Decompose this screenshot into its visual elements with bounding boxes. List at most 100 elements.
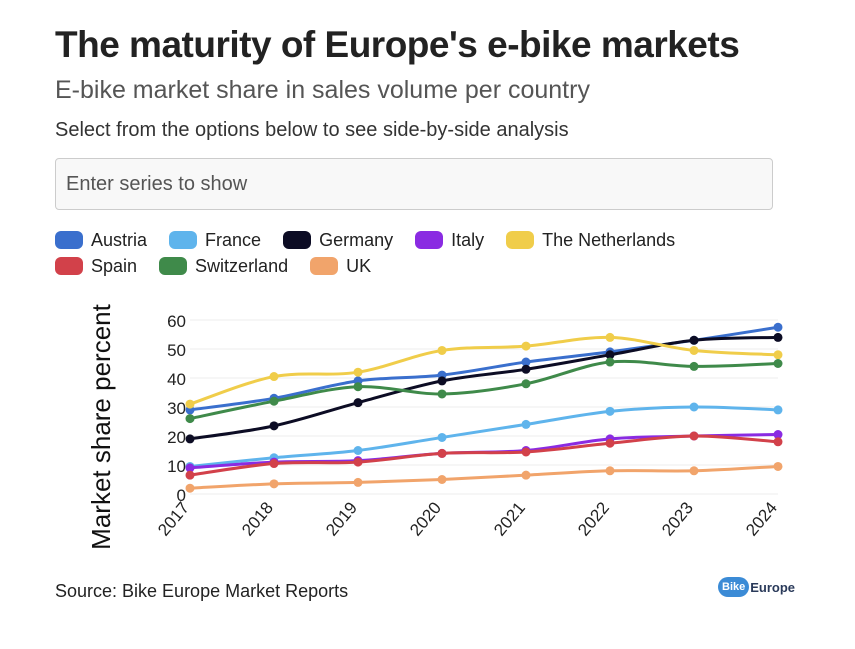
logo-bike-text: Bike: [718, 577, 750, 597]
legend-swatch: [55, 231, 83, 249]
data-point: [437, 432, 447, 442]
data-point: [353, 477, 363, 487]
data-point: [605, 438, 615, 448]
data-point: [353, 457, 363, 467]
data-point: [605, 406, 615, 416]
series-line: [188, 335, 780, 406]
data-point: [185, 434, 195, 444]
data-point: [185, 463, 195, 473]
legend-label: Austria: [91, 229, 148, 250]
x-tick-label: 2020: [406, 498, 445, 539]
series-switzerland: [185, 357, 783, 424]
legend-item-germany[interactable]: Germany: [283, 230, 393, 250]
source-note: Source: Bike Europe Market Reports: [55, 581, 349, 601]
y-tick-label: 50: [167, 341, 186, 360]
legend-item-austria[interactable]: Austria: [55, 230, 147, 250]
data-point: [269, 372, 279, 382]
data-point: [353, 367, 363, 377]
legend-label: Germany: [319, 229, 394, 250]
legend-swatch: [415, 231, 444, 249]
data-point: [689, 431, 699, 441]
chart-title: The maturity of Europe's e-bike markets: [55, 24, 740, 65]
data-point: [521, 364, 531, 374]
x-tick-label: 2023: [658, 498, 697, 539]
data-point: [689, 361, 699, 371]
y-tick-label: 20: [167, 428, 186, 447]
data-point: [689, 402, 699, 412]
data-point: [437, 475, 447, 484]
legend-item-switzerland[interactable]: Switzerland: [159, 256, 288, 276]
data-point: [185, 414, 195, 424]
data-point: [269, 459, 279, 469]
data-point: [605, 466, 615, 476]
data-point: [605, 350, 615, 360]
data-point: [437, 448, 447, 458]
legend-swatch: [55, 257, 83, 275]
data-point: [437, 376, 447, 386]
series-line: [188, 359, 780, 421]
data-point: [773, 359, 783, 368]
legend-swatch: [159, 257, 188, 275]
data-point: [185, 483, 195, 493]
legend-item-france[interactable]: France: [169, 230, 261, 250]
y-axis-label: Market share percent: [86, 303, 116, 549]
data-point: [773, 430, 783, 440]
series-the-netherlands: [185, 332, 783, 409]
data-point: [269, 396, 279, 406]
series-uk: [185, 461, 783, 493]
data-point: [269, 421, 279, 431]
legend-item-the-netherlands[interactable]: The Netherlands: [506, 230, 675, 250]
data-point: [437, 345, 447, 355]
legend-swatch: [506, 231, 535, 249]
x-tick-label: 2022: [574, 498, 613, 539]
series-line: [188, 434, 780, 477]
data-point: [773, 332, 783, 342]
y-tick-label: 0: [177, 486, 186, 505]
data-point: [773, 461, 783, 471]
data-point: [521, 357, 531, 367]
legend-label: Spain: [91, 255, 138, 276]
data-point: [437, 389, 447, 399]
instruction-text: Select from the options below to see sid…: [55, 119, 569, 141]
y-tick-label: 10: [167, 457, 186, 476]
data-point: [773, 350, 783, 360]
y-tick-label: 40: [167, 370, 186, 389]
y-tick-label: 60: [167, 312, 186, 331]
series-filter-input[interactable]: [55, 158, 773, 210]
data-point: [689, 466, 699, 476]
series-spain: [185, 431, 783, 480]
data-point: [773, 405, 783, 415]
chart-subtitle: E-bike market share in sales volume per …: [55, 76, 590, 104]
legend-item-spain[interactable]: Spain: [55, 256, 137, 276]
data-point: [269, 479, 279, 489]
x-tick-label: 2019: [322, 498, 361, 539]
legend: Austria France Germany Italy The Netherlands…: [55, 230, 795, 276]
legend-label: France: [205, 229, 262, 250]
data-point: [353, 398, 363, 408]
data-point: [521, 419, 531, 429]
data-point: [689, 345, 699, 355]
x-tick-label: 2021: [490, 498, 529, 539]
x-tick-label: 2018: [238, 498, 277, 539]
data-point: [605, 357, 615, 367]
legend-label: Switzerland: [195, 255, 289, 276]
legend-item-italy[interactable]: Italy: [415, 230, 484, 250]
data-point: [521, 379, 531, 389]
data-point: [521, 447, 531, 457]
y-tick-label: 30: [167, 399, 186, 418]
data-point: [353, 446, 363, 455]
data-point: [521, 470, 531, 480]
legend-item-uk[interactable]: UK: [310, 256, 371, 276]
legend-swatch: [310, 257, 339, 275]
legend-label: Italy: [451, 229, 485, 250]
x-tick-label: 2024: [742, 498, 781, 539]
series-line: [188, 405, 780, 468]
data-point: [185, 470, 195, 480]
data-point: [605, 332, 615, 342]
data-point: [521, 341, 531, 351]
legend-swatch: [283, 231, 312, 249]
data-point: [185, 399, 195, 409]
bike-europe-logo: Bike Europe: [718, 577, 795, 597]
data-point: [353, 382, 363, 392]
data-point: [773, 437, 783, 447]
